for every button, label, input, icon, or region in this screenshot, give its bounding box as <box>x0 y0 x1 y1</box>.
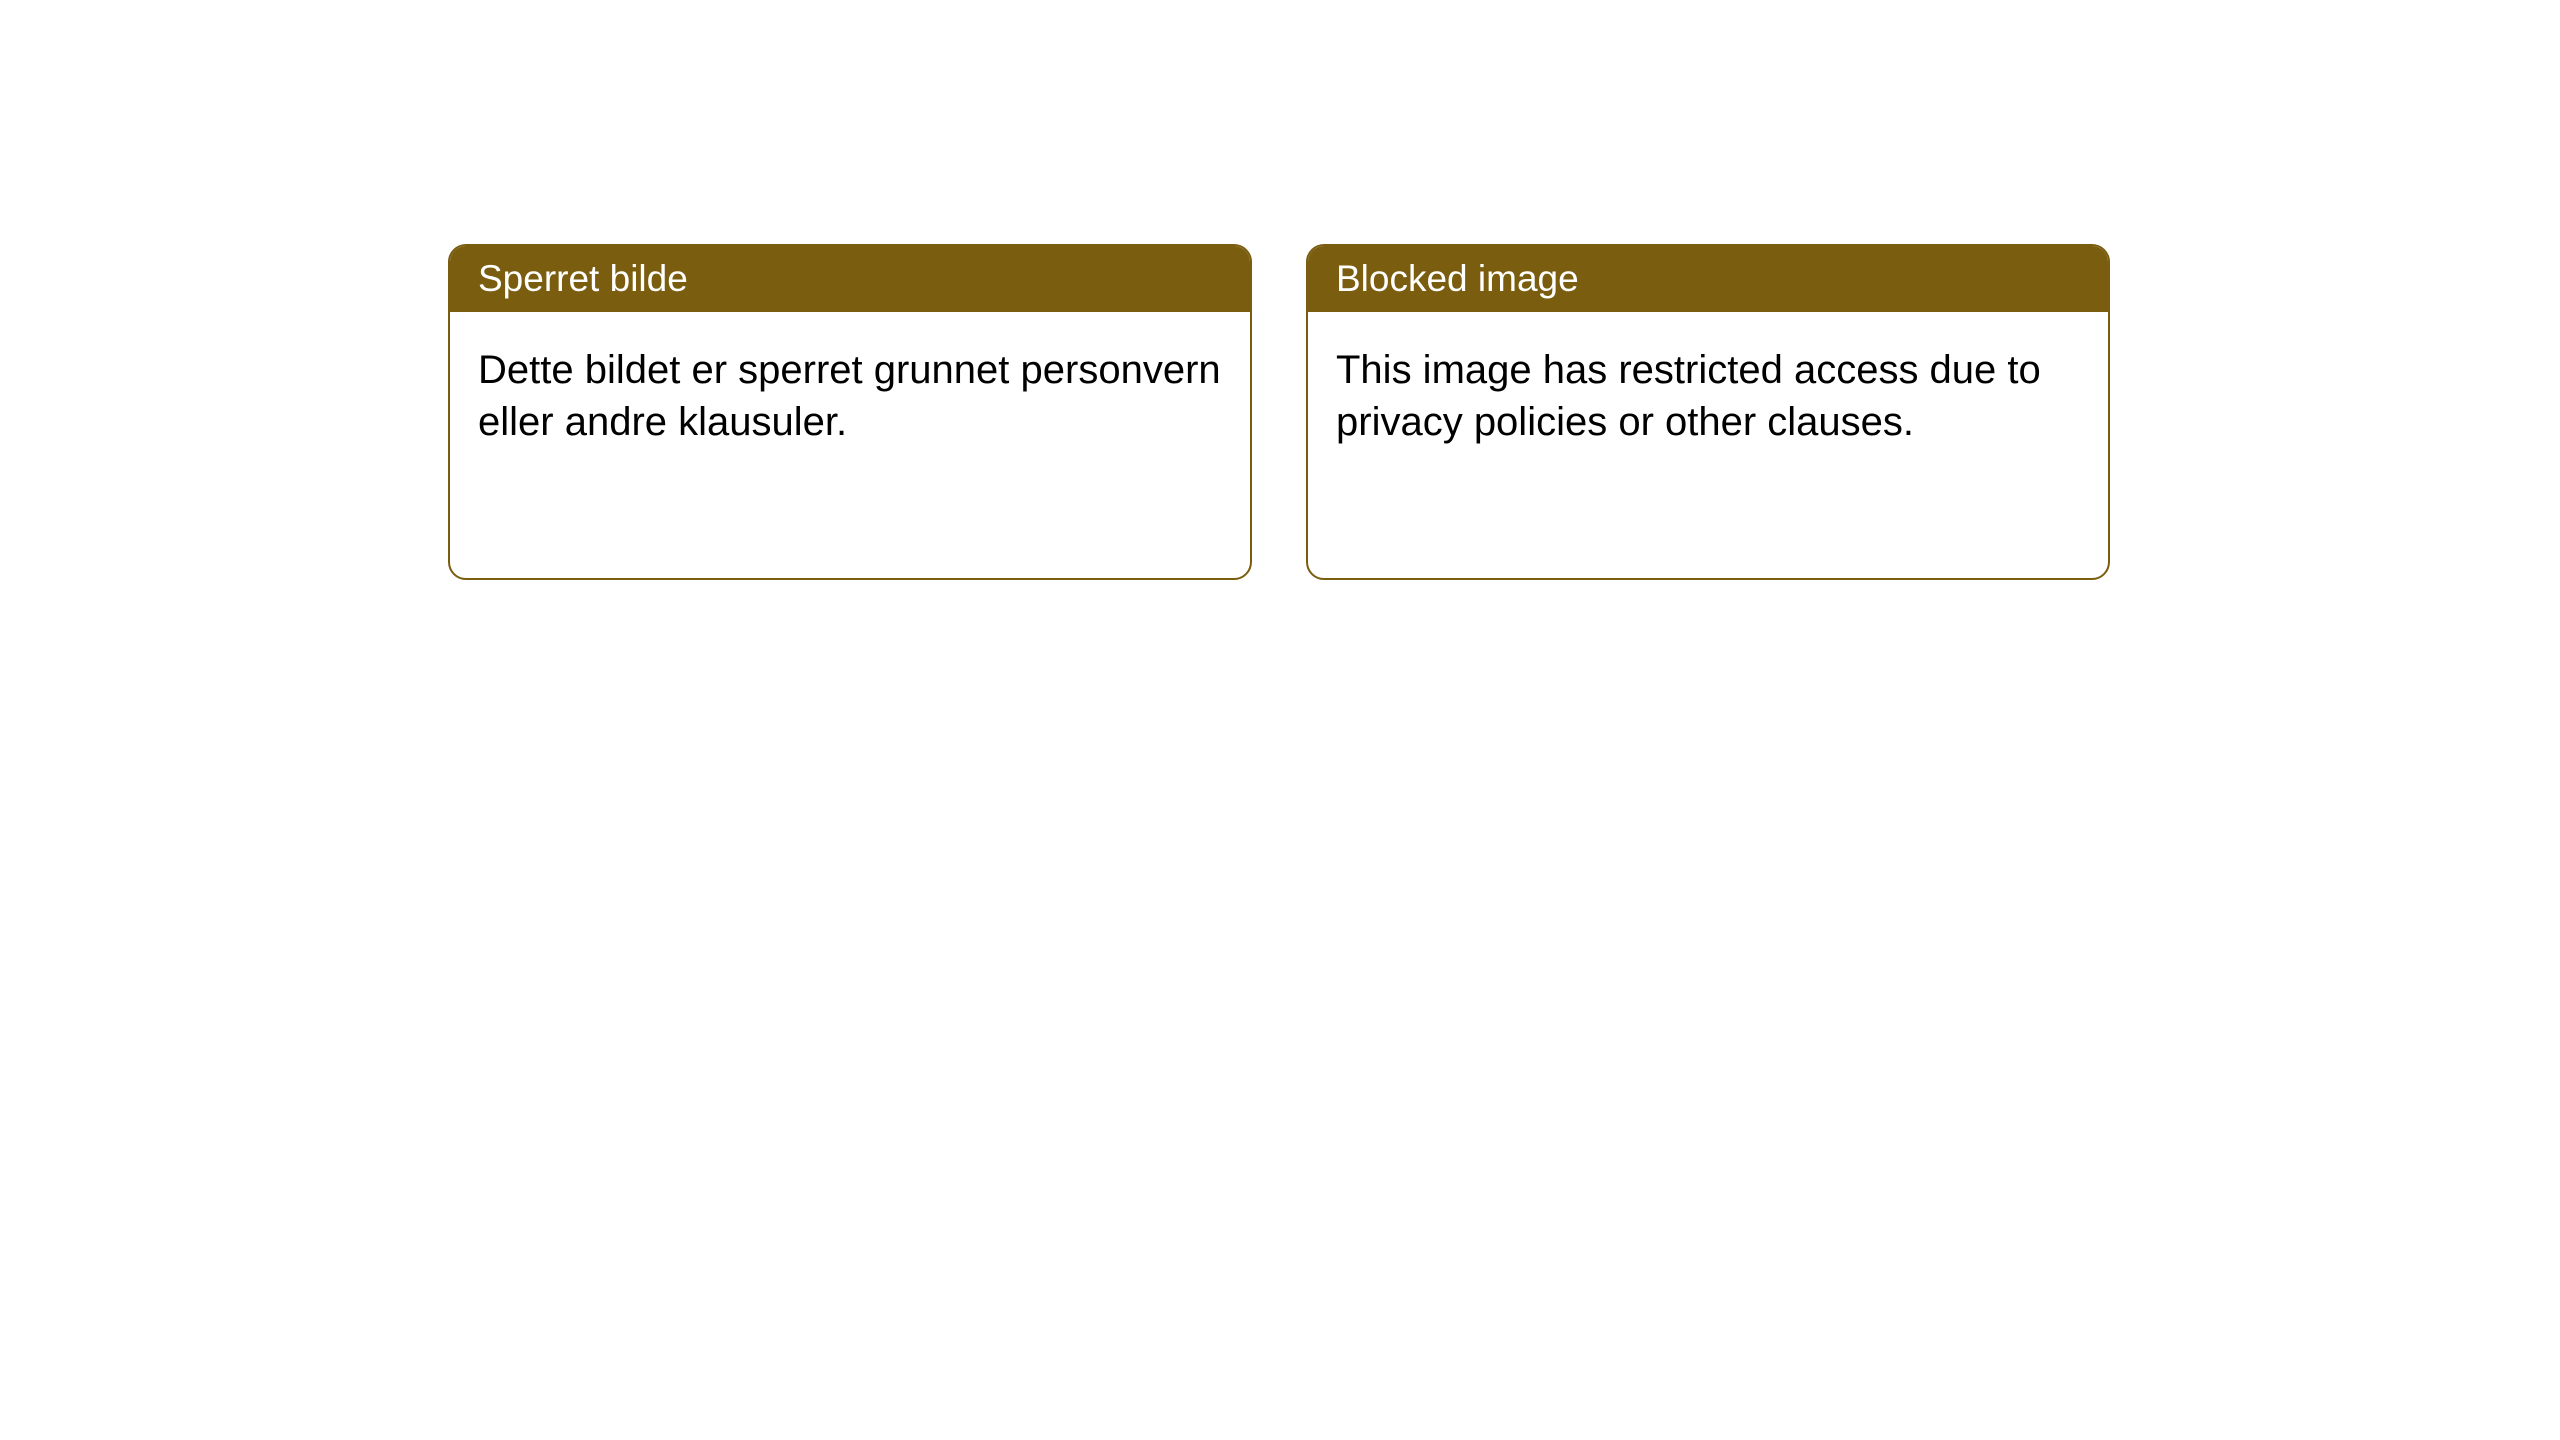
card-body-text: Dette bildet er sperret grunnet personve… <box>478 348 1221 444</box>
card-header-text: Sperret bilde <box>478 258 688 299</box>
card-body-text: This image has restricted access due to … <box>1336 348 2041 444</box>
card-body: Dette bildet er sperret grunnet personve… <box>450 312 1250 480</box>
blocked-card-english: Blocked image This image has restricted … <box>1306 244 2110 580</box>
card-header-text: Blocked image <box>1336 258 1579 299</box>
blocked-card-norwegian: Sperret bilde Dette bildet er sperret gr… <box>448 244 1252 580</box>
blocked-notice-cards: Sperret bilde Dette bildet er sperret gr… <box>448 244 2110 580</box>
card-body: This image has restricted access due to … <box>1308 312 2108 480</box>
card-header: Blocked image <box>1308 246 2108 312</box>
card-header: Sperret bilde <box>450 246 1250 312</box>
